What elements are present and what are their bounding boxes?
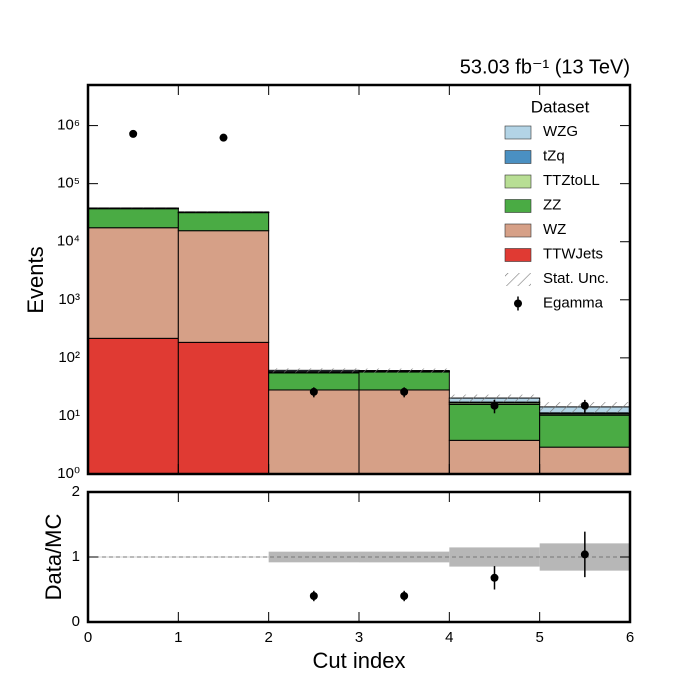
legend-swatch bbox=[504, 223, 532, 238]
legend-label: Stat. Unc. bbox=[543, 270, 609, 287]
y-tick-label: 10⁴ bbox=[57, 233, 80, 250]
legend-swatch bbox=[504, 248, 532, 262]
x-axis-label: Cut index bbox=[313, 648, 406, 673]
ratio-frame bbox=[86, 490, 632, 624]
legend-swatch bbox=[504, 199, 532, 213]
x-tick-label: 1 bbox=[174, 629, 182, 646]
x-tick-label: 2 bbox=[264, 629, 272, 646]
legend-swatch bbox=[504, 125, 532, 140]
legend-label: tZq bbox=[543, 147, 565, 164]
bar-segment bbox=[358, 371, 450, 391]
y-tick-label: 10² bbox=[58, 349, 80, 366]
bar-segment bbox=[87, 227, 179, 339]
data-point bbox=[580, 401, 589, 410]
data-point bbox=[400, 387, 409, 396]
bar-segment bbox=[448, 439, 541, 475]
ratio-y-axis-label: Data/MC bbox=[41, 513, 66, 600]
x-tick-label: 0 bbox=[84, 629, 92, 646]
data-point bbox=[129, 129, 138, 138]
bar-segment bbox=[177, 212, 270, 232]
legend-swatch bbox=[504, 150, 532, 164]
stat-unc-hatch bbox=[449, 394, 540, 403]
stat-unc-hatch bbox=[268, 368, 359, 373]
bar-segment bbox=[358, 389, 450, 475]
ratio-point bbox=[490, 573, 499, 582]
legend-label: ZZ bbox=[543, 196, 561, 213]
legend-title: Dataset bbox=[531, 97, 590, 116]
x-tick-label: 4 bbox=[445, 629, 453, 646]
ratio-point bbox=[309, 592, 318, 600]
y-axis-label: Events bbox=[23, 246, 48, 313]
y-tick-label: 10⁰ bbox=[57, 465, 80, 482]
legend-label: Egamma bbox=[543, 294, 604, 311]
legend-label: WZG bbox=[543, 123, 578, 140]
ratio-y-tick-label: 2 bbox=[72, 483, 80, 500]
ratio-point bbox=[580, 550, 589, 559]
chart-title: 53.03 fb⁻¹ (13 TeV) bbox=[460, 56, 630, 78]
y-tick-label: 10⁶ bbox=[57, 117, 80, 134]
bar-segment bbox=[539, 446, 631, 475]
x-tick-label: 6 bbox=[626, 629, 634, 646]
legend-label: WZ bbox=[543, 221, 566, 238]
bar-segment bbox=[268, 389, 360, 475]
legend-label: TTWJets bbox=[543, 245, 603, 262]
ratio-y-tick-label: 0 bbox=[72, 613, 80, 630]
x-tick-label: 5 bbox=[535, 629, 543, 646]
ratio-point bbox=[400, 592, 409, 600]
y-tick-label: 10⁵ bbox=[57, 175, 80, 192]
ratio-y-tick-label: 1 bbox=[72, 548, 80, 565]
stat-unc-hatch bbox=[359, 368, 450, 373]
main-frame bbox=[86, 83, 632, 476]
y-tick-label: 10¹ bbox=[58, 407, 80, 424]
legend-swatch bbox=[505, 273, 531, 286]
bar-segment bbox=[177, 341, 270, 475]
bar-segment bbox=[539, 414, 631, 448]
bar-segment bbox=[177, 230, 270, 343]
data-point bbox=[219, 133, 228, 142]
data-point bbox=[309, 387, 318, 396]
bar-segment bbox=[87, 337, 179, 475]
legend-swatch bbox=[504, 174, 532, 189]
x-tick-label: 3 bbox=[355, 629, 363, 646]
legend-label: TTZtoLL bbox=[543, 172, 600, 189]
y-tick-label: 10³ bbox=[58, 291, 80, 308]
bar-segment bbox=[87, 208, 179, 229]
legend-marker bbox=[514, 299, 522, 308]
data-point bbox=[490, 401, 499, 410]
